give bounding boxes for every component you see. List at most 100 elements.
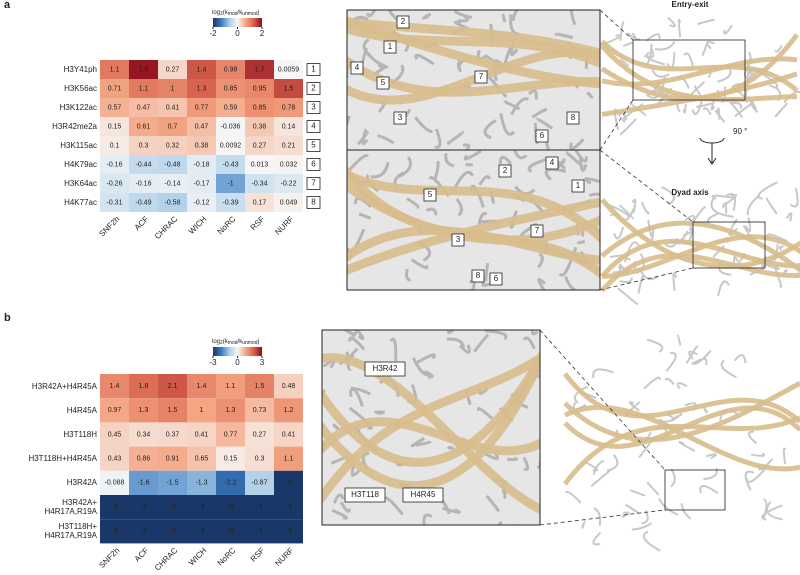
colorbar xyxy=(213,18,262,27)
heatmap-cell xyxy=(274,155,303,174)
row-label-box: H3T118H+H4R45A xyxy=(28,454,97,463)
label-box xyxy=(393,111,407,125)
cell-value: 0.27 xyxy=(253,142,267,149)
row-label: H4K79ac xyxy=(64,160,97,169)
label-box xyxy=(451,233,465,247)
heatmap-cell xyxy=(187,193,216,212)
protein-coil xyxy=(583,460,599,472)
label-box xyxy=(402,487,444,503)
heatmap-cell xyxy=(100,79,129,98)
cell-value: 0.78 xyxy=(282,104,296,111)
cell-value: 1.2 xyxy=(284,407,294,414)
cell-value: 0.61 xyxy=(137,123,151,130)
protein-coil xyxy=(688,350,698,360)
protein-coil xyxy=(717,280,730,297)
heatmap-cell xyxy=(245,174,274,193)
dna-strand xyxy=(563,405,800,449)
protein-coil xyxy=(342,330,357,338)
colorbar-label-part: (k xyxy=(223,339,229,345)
protein-coil xyxy=(377,134,395,145)
protein-coil xyxy=(527,157,547,173)
cell-value: -1.5 xyxy=(166,480,178,487)
cell-value: -0.17 xyxy=(194,180,210,187)
heatmap-cell xyxy=(274,495,303,520)
protein-coil xyxy=(647,219,653,238)
heatmap-cell xyxy=(216,193,245,212)
cell-value: 1.5 xyxy=(284,85,294,92)
label-box xyxy=(350,61,364,75)
heatmap-cell xyxy=(129,398,158,423)
protein-coil xyxy=(406,197,420,209)
cell-value: 0.77 xyxy=(195,104,209,111)
cell-value: 0.59 xyxy=(224,104,238,111)
zoom-line xyxy=(539,329,666,471)
protein-coil xyxy=(544,168,567,181)
heatmap-cell xyxy=(158,155,187,174)
protein-coil xyxy=(711,194,736,200)
protein-coil xyxy=(442,506,461,514)
protein-coil xyxy=(678,440,696,452)
colorbar-label-part: log xyxy=(212,339,220,345)
protein-coil xyxy=(666,52,676,69)
dna-strand xyxy=(600,238,800,279)
protein-coil xyxy=(640,201,650,215)
label-box xyxy=(471,269,485,283)
cell-value: -0.22 xyxy=(281,180,297,187)
heatmap-cell xyxy=(216,136,245,155)
cell-value: -0.44 xyxy=(136,161,152,168)
heatmap-cell xyxy=(187,519,216,544)
heatmap-cell xyxy=(245,446,274,471)
site-label: 3 xyxy=(456,235,461,244)
dna-strand xyxy=(322,349,540,491)
heatmap-cell xyxy=(158,446,187,471)
heatmap-cell xyxy=(245,398,274,423)
dna-strand xyxy=(563,404,800,472)
protein-coil xyxy=(746,194,760,216)
protein-coil xyxy=(716,107,721,120)
row-label: H3T118H+ H4R17A,R19A xyxy=(44,522,97,541)
protein-coil xyxy=(789,187,799,208)
protein-coil xyxy=(619,277,633,283)
protein-coil xyxy=(774,44,783,53)
cell-value: -3 xyxy=(111,528,117,535)
cell-value: 0.85 xyxy=(224,85,238,92)
cell-value: 1.9 xyxy=(139,66,149,73)
protein-coil xyxy=(613,226,625,240)
protein-coil xyxy=(785,212,793,222)
heatmap-cell xyxy=(216,98,245,117)
heatmap-cell xyxy=(100,422,129,447)
row-label-box: H3K64ac xyxy=(64,179,97,188)
heatmap-cell xyxy=(158,470,187,495)
protein-coil xyxy=(322,425,325,430)
protein-coil xyxy=(397,156,412,179)
colorbar-tick-label: 0 xyxy=(235,358,240,367)
row-number: 1 xyxy=(311,65,316,74)
heatmap-cell xyxy=(245,422,274,447)
heatmap-cell xyxy=(158,519,187,544)
colorbar-label-part: (k xyxy=(223,10,229,16)
heatmap-cell xyxy=(216,398,245,423)
heatmap-cell xyxy=(216,374,245,399)
rotation-arrow xyxy=(699,137,725,165)
protein-coil xyxy=(586,91,594,100)
cell-value: 0.38 xyxy=(195,142,209,149)
cell-value: -0.39 xyxy=(223,199,239,206)
protein-coil xyxy=(592,368,614,379)
site-label: 7 xyxy=(479,72,484,81)
column-label: NoRC xyxy=(216,546,238,568)
view-title: Dyad axis xyxy=(671,188,709,197)
protein-coil xyxy=(348,154,370,171)
label-box xyxy=(376,76,390,90)
heatmap-cell xyxy=(158,495,187,520)
dna-strand xyxy=(347,165,600,279)
row-label-box: H3K122ac xyxy=(60,103,97,112)
heatmap-cell xyxy=(274,519,303,544)
dna-strand xyxy=(600,253,800,293)
cell-value: 2.1 xyxy=(168,383,178,390)
protein-coil xyxy=(458,344,471,354)
protein-coil xyxy=(531,330,539,336)
protein-coil xyxy=(357,131,369,146)
protein-coil xyxy=(477,407,494,420)
cell-value: -2.2 xyxy=(224,480,236,487)
protein-coil xyxy=(646,338,664,353)
